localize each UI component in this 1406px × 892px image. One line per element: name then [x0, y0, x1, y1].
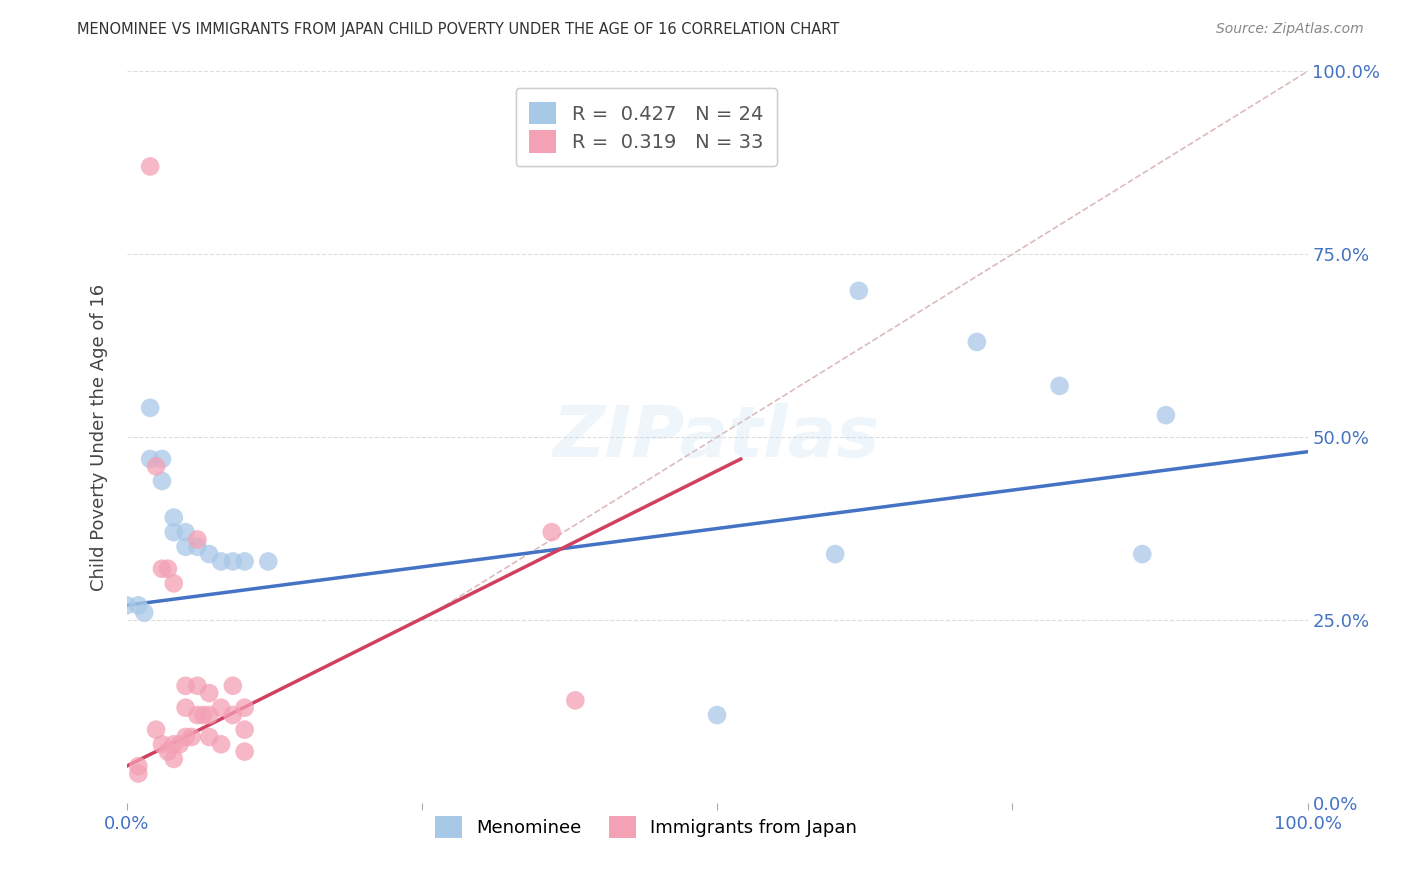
Point [706, 708, 728, 723]
Point [150, 562, 173, 576]
Point [198, 730, 221, 744]
Point [186, 708, 208, 723]
Point [180, 730, 202, 744]
Point [186, 540, 208, 554]
Point [1154, 408, 1177, 422]
Point [233, 745, 256, 759]
Text: MENOMINEE VS IMMIGRANTS FROM JAPAN CHILD POVERTY UNDER THE AGE OF 16 CORRELATION: MENOMINEE VS IMMIGRANTS FROM JAPAN CHILD… [77, 22, 839, 37]
Point [174, 540, 197, 554]
Point [150, 474, 173, 488]
Point [209, 554, 232, 568]
Point [186, 533, 208, 547]
Text: Source: ZipAtlas.com: Source: ZipAtlas.com [1216, 22, 1364, 37]
Point [966, 334, 988, 349]
Point [222, 679, 245, 693]
Point [222, 708, 245, 723]
Point [1130, 547, 1153, 561]
Point [139, 452, 162, 467]
Point [127, 759, 149, 773]
Point [233, 554, 256, 568]
Point [174, 679, 197, 693]
Point [127, 599, 149, 613]
Legend: Menominee, Immigrants from Japan: Menominee, Immigrants from Japan [427, 808, 865, 845]
Point [115, 599, 138, 613]
Point [163, 737, 186, 751]
Point [139, 160, 162, 174]
Y-axis label: Child Poverty Under the Age of 16: Child Poverty Under the Age of 16 [90, 284, 108, 591]
Point [163, 525, 186, 540]
Point [233, 700, 256, 714]
Point [127, 766, 149, 780]
Point [222, 554, 245, 568]
Point [193, 708, 215, 723]
Point [156, 562, 179, 576]
Point [163, 576, 186, 591]
Point [174, 700, 197, 714]
Point [145, 459, 167, 474]
Point [233, 723, 256, 737]
Text: ZIPatlas: ZIPatlas [554, 402, 880, 472]
Point [209, 700, 232, 714]
Point [150, 737, 173, 751]
Point [540, 525, 562, 540]
Point [156, 745, 179, 759]
Point [163, 510, 186, 524]
Point [848, 284, 870, 298]
Point [134, 606, 156, 620]
Point [209, 737, 232, 751]
Point [198, 708, 221, 723]
Point [169, 737, 191, 751]
Point [824, 547, 846, 561]
Point [163, 752, 186, 766]
Point [1049, 379, 1071, 393]
Point [186, 679, 208, 693]
Point [139, 401, 162, 415]
Point [150, 452, 173, 467]
Point [174, 525, 197, 540]
Point [564, 693, 586, 707]
Point [198, 547, 221, 561]
Point [198, 686, 221, 700]
Point [145, 723, 167, 737]
Point [174, 730, 197, 744]
Point [257, 554, 280, 568]
